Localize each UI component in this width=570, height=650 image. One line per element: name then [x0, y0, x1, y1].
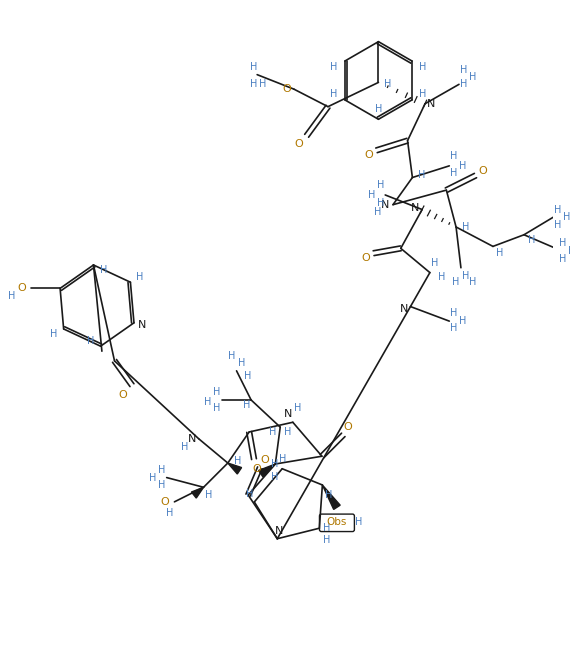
Text: H: H [528, 235, 535, 244]
Text: O: O [260, 455, 269, 465]
Text: N: N [381, 200, 389, 210]
Text: O: O [344, 422, 352, 432]
Text: H: H [450, 168, 458, 177]
Text: H: H [459, 161, 467, 171]
Text: O: O [282, 84, 291, 94]
Text: O: O [160, 497, 169, 507]
Text: H: H [8, 291, 15, 301]
Text: H: H [431, 258, 438, 268]
Text: H: H [246, 489, 253, 499]
Text: H: H [149, 473, 157, 482]
Text: H: H [374, 207, 381, 218]
Text: Obs: Obs [327, 517, 347, 527]
Text: H: H [453, 278, 460, 287]
Polygon shape [228, 463, 242, 474]
Text: H: H [87, 336, 95, 346]
Text: H: H [250, 62, 257, 72]
Text: N: N [188, 434, 196, 444]
Text: H: H [559, 237, 567, 248]
Text: H: H [243, 400, 250, 410]
Text: H: H [450, 323, 458, 333]
Text: O: O [253, 464, 261, 474]
Polygon shape [192, 488, 203, 498]
Text: H: H [323, 535, 331, 545]
Text: H: H [228, 351, 235, 361]
Text: H: H [384, 79, 392, 89]
Text: O: O [118, 390, 127, 400]
Text: H: H [213, 387, 221, 397]
Text: H: H [459, 316, 467, 326]
Text: H: H [166, 508, 173, 519]
Text: H: H [279, 454, 287, 464]
Text: H: H [271, 471, 278, 482]
Text: H: H [438, 272, 445, 283]
Text: H: H [377, 180, 384, 190]
Text: H: H [563, 213, 570, 222]
Text: H: H [469, 278, 477, 287]
Text: H: H [331, 89, 338, 99]
Text: H: H [554, 205, 561, 216]
FancyBboxPatch shape [319, 514, 355, 532]
Text: N: N [411, 203, 420, 213]
Text: H: H [250, 79, 257, 89]
Text: H: H [181, 441, 189, 452]
Text: H: H [213, 403, 221, 413]
Text: H: H [568, 246, 570, 256]
Text: H: H [100, 265, 107, 275]
Text: H: H [460, 65, 467, 75]
Text: H: H [377, 198, 384, 208]
Polygon shape [259, 464, 275, 477]
Text: H: H [554, 220, 561, 230]
Text: O: O [479, 166, 487, 176]
Text: H: H [259, 79, 267, 89]
Text: H: H [271, 459, 278, 469]
Text: H: H [418, 170, 426, 179]
Text: H: H [469, 72, 477, 82]
Text: H: H [50, 329, 58, 339]
Text: H: H [324, 489, 332, 500]
Text: H: H [234, 456, 241, 466]
Text: H: H [460, 79, 467, 89]
Text: O: O [295, 138, 303, 149]
Text: H: H [294, 403, 302, 413]
Text: H: H [269, 427, 276, 437]
Text: O: O [17, 283, 26, 293]
Text: N: N [137, 320, 146, 330]
Text: H: H [450, 151, 458, 161]
Text: H: H [368, 190, 375, 200]
Text: H: H [559, 254, 567, 264]
Text: H: H [496, 248, 503, 258]
Text: H: H [238, 358, 245, 368]
Polygon shape [323, 485, 340, 510]
Text: H: H [158, 480, 165, 490]
Text: H: H [323, 523, 331, 533]
Text: H: H [355, 517, 362, 527]
Text: H: H [450, 308, 458, 318]
Text: H: H [136, 272, 144, 282]
Text: H: H [331, 62, 338, 72]
Text: H: H [158, 465, 165, 474]
Text: H: H [205, 490, 212, 500]
Text: H: H [419, 89, 426, 99]
Text: H: H [374, 103, 382, 114]
Text: N: N [275, 526, 283, 536]
Text: H: H [462, 222, 470, 232]
Text: H: H [284, 427, 292, 437]
Text: N: N [284, 410, 292, 419]
Text: H: H [203, 397, 211, 407]
Text: O: O [361, 253, 370, 263]
Text: N: N [427, 99, 435, 109]
Text: H: H [462, 270, 470, 281]
Text: O: O [364, 150, 373, 160]
Text: N: N [400, 304, 408, 313]
Text: H: H [419, 62, 426, 72]
Text: H: H [245, 370, 252, 381]
